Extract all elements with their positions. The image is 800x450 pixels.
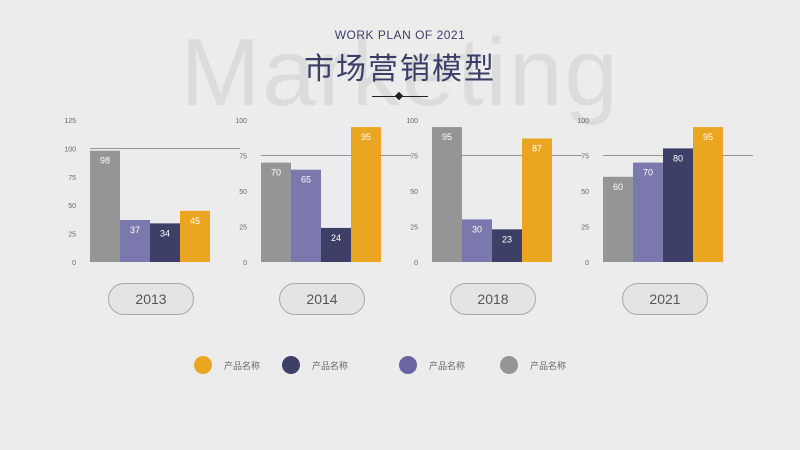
bar-value-label: 80 (673, 153, 683, 163)
legend-item-3: 产品名称 (399, 355, 465, 375)
y-tick-label: 25 (581, 225, 589, 232)
bar-value-label: 34 (160, 228, 170, 238)
bar-chart-2013: 0 25 50 75 100 125 98 37 34 45 (62, 112, 240, 272)
chart-svg-2014: 0 25 50 75 100 70 65 24 95 (235, 118, 411, 267)
legend-label: 产品名称 (312, 361, 349, 372)
legend-dot-navy (282, 356, 300, 374)
bar-2013-1 (90, 150, 120, 262)
year-button-2021[interactable]: 2021 (622, 283, 708, 315)
y-tick-label: 25 (410, 225, 418, 232)
bar-2018-3 (492, 229, 522, 262)
chart-svg-2018: 0 25 50 75 100 95 30 23 87 (406, 118, 582, 267)
bar-chart-2021: 0 25 50 75 100 60 70 80 95 (575, 112, 753, 272)
page-subtitle: WORK PLAN OF 2021 (334, 28, 466, 42)
diamond-icon (394, 91, 404, 101)
legend-dot-orange (194, 356, 212, 374)
bar-value-label: 65 (301, 175, 311, 185)
bar-value-label: 87 (532, 143, 542, 153)
bar-2014-4 (351, 127, 381, 262)
y-tick-label: 25 (239, 225, 247, 232)
page-title: 市场营销模型 (304, 52, 496, 87)
bar-2014-2 (291, 169, 321, 262)
bar-2014-1 (261, 162, 291, 262)
legend-dot-gray (500, 356, 518, 374)
y-tick-label: 100 (64, 146, 76, 153)
y-tick-label: 125 (64, 118, 76, 125)
y-tick-label: 50 (239, 189, 247, 196)
chart-legend: 产品名称 产品名称 产品名称 产品名称 (0, 355, 800, 375)
bar-value-label: 70 (271, 168, 281, 178)
bar-chart-2018: 0 25 50 75 100 95 30 23 87 (404, 112, 582, 272)
bar-2013-3 (150, 223, 180, 262)
bar-2018-4 (522, 138, 552, 262)
y-tick-label: 0 (414, 260, 418, 267)
bar-value-label: 23 (502, 234, 512, 244)
legend-label: 产品名称 (530, 361, 567, 372)
bar-value-label: 95 (361, 132, 371, 142)
legend-label: 产品名称 (224, 361, 261, 372)
y-tick-label: 50 (581, 189, 589, 196)
bar-2021-2 (633, 162, 663, 262)
bar-2013-4 (180, 210, 210, 262)
bar-2018-1 (432, 127, 462, 262)
bar-value-label: 37 (130, 225, 140, 235)
bar-value-label: 70 (643, 168, 653, 178)
bar-value-label: 95 (442, 132, 452, 142)
y-tick-label: 0 (585, 260, 589, 267)
legend-item-2: 产品名称 (282, 355, 348, 375)
bar-2014-3 (321, 227, 351, 262)
y-tick-label: 75 (581, 154, 589, 161)
bar-value-label: 30 (472, 224, 482, 234)
bar-2021-4 (693, 127, 723, 262)
y-tick-label: 25 (68, 232, 76, 239)
bar-value-label: 95 (703, 132, 713, 142)
year-button-2013[interactable]: 2013 (108, 283, 194, 315)
y-tick-label: 100 (406, 118, 418, 125)
bar-value-label: 98 (100, 156, 110, 166)
chart-svg-2021: 0 25 50 75 100 60 70 80 95 (577, 118, 753, 267)
bar-2021-3 (663, 148, 693, 262)
bar-2021-1 (603, 176, 633, 262)
year-button-2018[interactable]: 2018 (450, 283, 536, 315)
y-tick-label: 0 (243, 260, 247, 267)
y-tick-label: 0 (72, 260, 76, 267)
y-tick-label: 100 (577, 118, 589, 125)
y-tick-label: 75 (410, 154, 418, 161)
bar-value-label: 60 (613, 182, 623, 192)
y-tick-label: 50 (68, 203, 76, 210)
y-tick-label: 50 (410, 189, 418, 196)
year-button-2014[interactable]: 2014 (279, 283, 365, 315)
bar-2013-2 (120, 219, 150, 262)
legend-label: 产品名称 (429, 361, 466, 372)
bar-value-label: 45 (190, 216, 200, 226)
y-tick-label: 75 (239, 154, 247, 161)
y-tick-label: 75 (68, 175, 76, 182)
y-tick-label: 100 (235, 118, 247, 125)
bar-2018-2 (462, 219, 492, 262)
legend-item-4: 产品名称 (500, 355, 566, 375)
legend-item-1: 产品名称 (194, 355, 260, 375)
chart-svg-2013: 0 25 50 75 100 125 98 37 34 45 (64, 118, 240, 267)
bar-chart-2014: 0 25 50 75 100 70 65 24 95 (233, 112, 411, 272)
legend-dot-lavender (399, 356, 417, 374)
bar-value-label: 24 (331, 233, 341, 243)
